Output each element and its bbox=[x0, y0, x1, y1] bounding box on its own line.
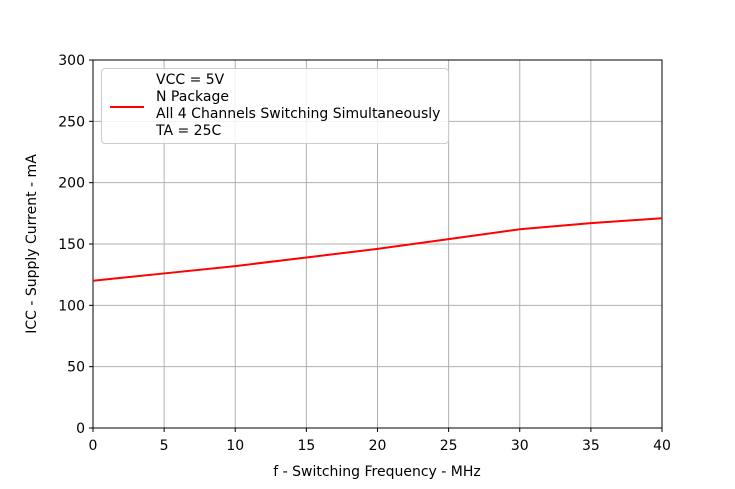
y-tick-label: 300 bbox=[58, 53, 85, 69]
x-axis-label: f - Switching Frequency - MHz bbox=[273, 464, 481, 480]
x-tick-label: 15 bbox=[297, 438, 315, 454]
x-tick-label: 25 bbox=[440, 438, 458, 454]
y-tick-label: 100 bbox=[58, 298, 85, 314]
x-tick-label: 0 bbox=[89, 438, 98, 454]
y-tick-label: 250 bbox=[58, 114, 85, 130]
legend-label: VCC = 5V N Package All 4 Channels Switch… bbox=[156, 72, 441, 139]
y-tick-label: 0 bbox=[76, 421, 85, 437]
x-tick-label: 10 bbox=[226, 438, 244, 454]
y-tick-label: 150 bbox=[58, 237, 85, 253]
x-tick-label: 30 bbox=[511, 438, 529, 454]
x-tick-label: 35 bbox=[582, 438, 600, 454]
x-tick-label: 5 bbox=[160, 438, 169, 454]
legend-swatch bbox=[110, 106, 144, 108]
legend: VCC = 5V N Package All 4 Channels Switch… bbox=[101, 68, 450, 144]
x-tick-label: 20 bbox=[369, 438, 387, 454]
y-tick-label: 200 bbox=[58, 176, 85, 192]
y-tick-label: 50 bbox=[67, 360, 85, 376]
plot-frame bbox=[92, 59, 663, 429]
data-line bbox=[92, 217, 663, 282]
x-tick-label: 40 bbox=[653, 438, 671, 454]
y-axis-label: ICC - Supply Current - mA bbox=[24, 154, 40, 334]
